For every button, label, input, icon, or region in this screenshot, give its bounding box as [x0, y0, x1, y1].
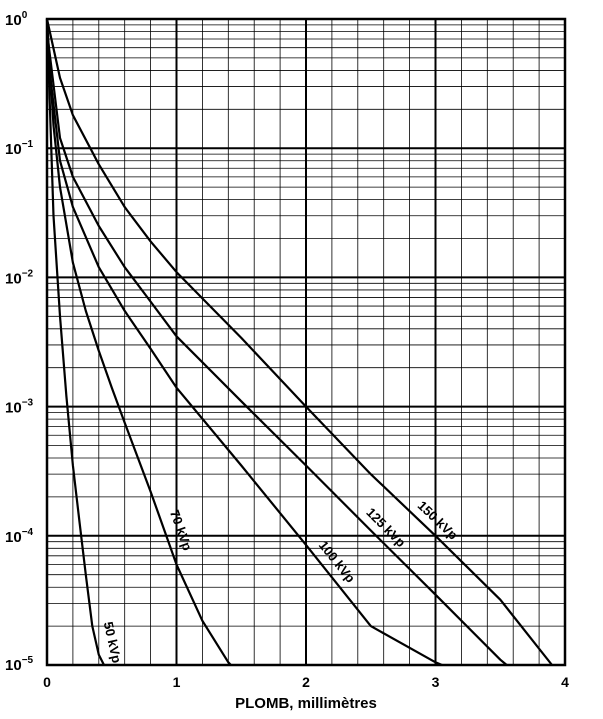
curve-label: 125 kVp: [363, 505, 408, 550]
x-tick-label: 0: [43, 674, 51, 690]
x-tick-label: 3: [432, 674, 440, 690]
x-tick-label: 1: [173, 674, 181, 690]
curve-label: 100 kVp: [316, 538, 358, 586]
x-tick-label: 2: [302, 674, 310, 690]
curve-label: 50 kVp: [101, 620, 125, 664]
curves: [45, 18, 553, 667]
curve-50-kvp: [45, 18, 105, 666]
grid: [47, 19, 565, 665]
curve-125-kvp: [45, 31, 508, 666]
curve-100-kvp: [45, 47, 443, 667]
y-tick-label: 10−4: [5, 527, 34, 546]
curve-label: 70 kVp: [167, 508, 195, 553]
y-tick-label: 10−5: [5, 655, 34, 674]
x-axis-label: PLOMB, millimètres: [235, 695, 377, 712]
curve-70-kvp: [45, 18, 232, 666]
plot-frame: [45, 17, 567, 667]
y-tick-label: 10−2: [5, 268, 34, 287]
y-tick-label: 10−3: [5, 398, 34, 417]
x-tick-label: 4: [561, 674, 569, 690]
curve-150-kvp: [45, 18, 553, 666]
tick-labels: 0 1 2 3 4 100 10−1 10−2 10−3 10−4 10−5: [5, 10, 569, 690]
y-tick-label: 100: [5, 10, 28, 29]
y-tick-label: 10−1: [5, 139, 34, 158]
